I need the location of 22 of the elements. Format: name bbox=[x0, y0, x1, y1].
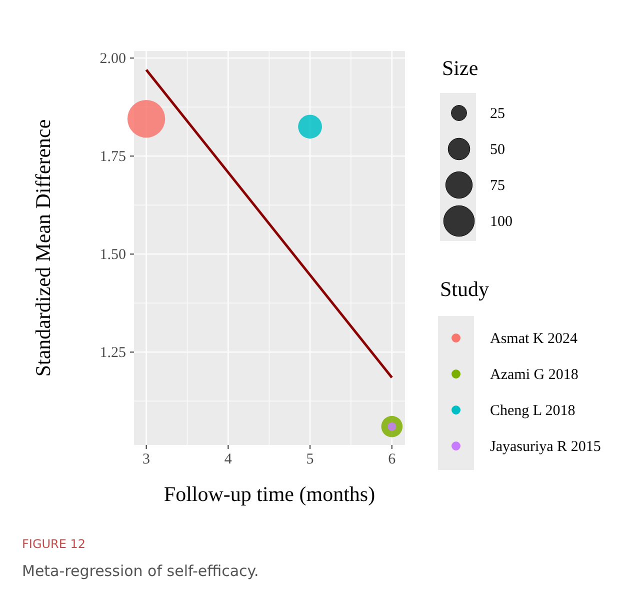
legend-label: Cheng L 2018 bbox=[490, 403, 576, 419]
x-tick-label: 4 bbox=[224, 452, 232, 468]
text: Meta-regression of self-efficacy. bbox=[22, 562, 259, 580]
legend-label: 100 bbox=[490, 214, 512, 230]
legend-title: Study bbox=[440, 277, 490, 301]
y-tick-label: 1.50 bbox=[100, 246, 126, 263]
legend-label: 75 bbox=[490, 178, 505, 194]
x-tick-label: 6 bbox=[388, 452, 396, 468]
x-axis-title: Follow-up time (months) bbox=[164, 482, 376, 506]
legend-label: 50 bbox=[490, 142, 505, 158]
x-tick-label: 3 bbox=[142, 452, 150, 468]
y-axis-title: Standardized Mean Difference bbox=[31, 119, 55, 377]
y-tick-label: 1.25 bbox=[100, 344, 126, 361]
legend-label: 25 bbox=[490, 106, 505, 122]
y-tick-label: 1.75 bbox=[100, 148, 126, 165]
y-tick-label: 2.00 bbox=[100, 50, 126, 67]
legend-label: Jayasuriya R 2015 bbox=[490, 439, 601, 455]
legend-label: Asmat K 2024 bbox=[490, 331, 578, 347]
caption: FIGURE 12 bbox=[22, 537, 86, 551]
text: Size bbox=[442, 56, 478, 80]
x-tick-label: 5 bbox=[306, 452, 314, 468]
legend-label: Azami G 2018 bbox=[490, 367, 578, 383]
